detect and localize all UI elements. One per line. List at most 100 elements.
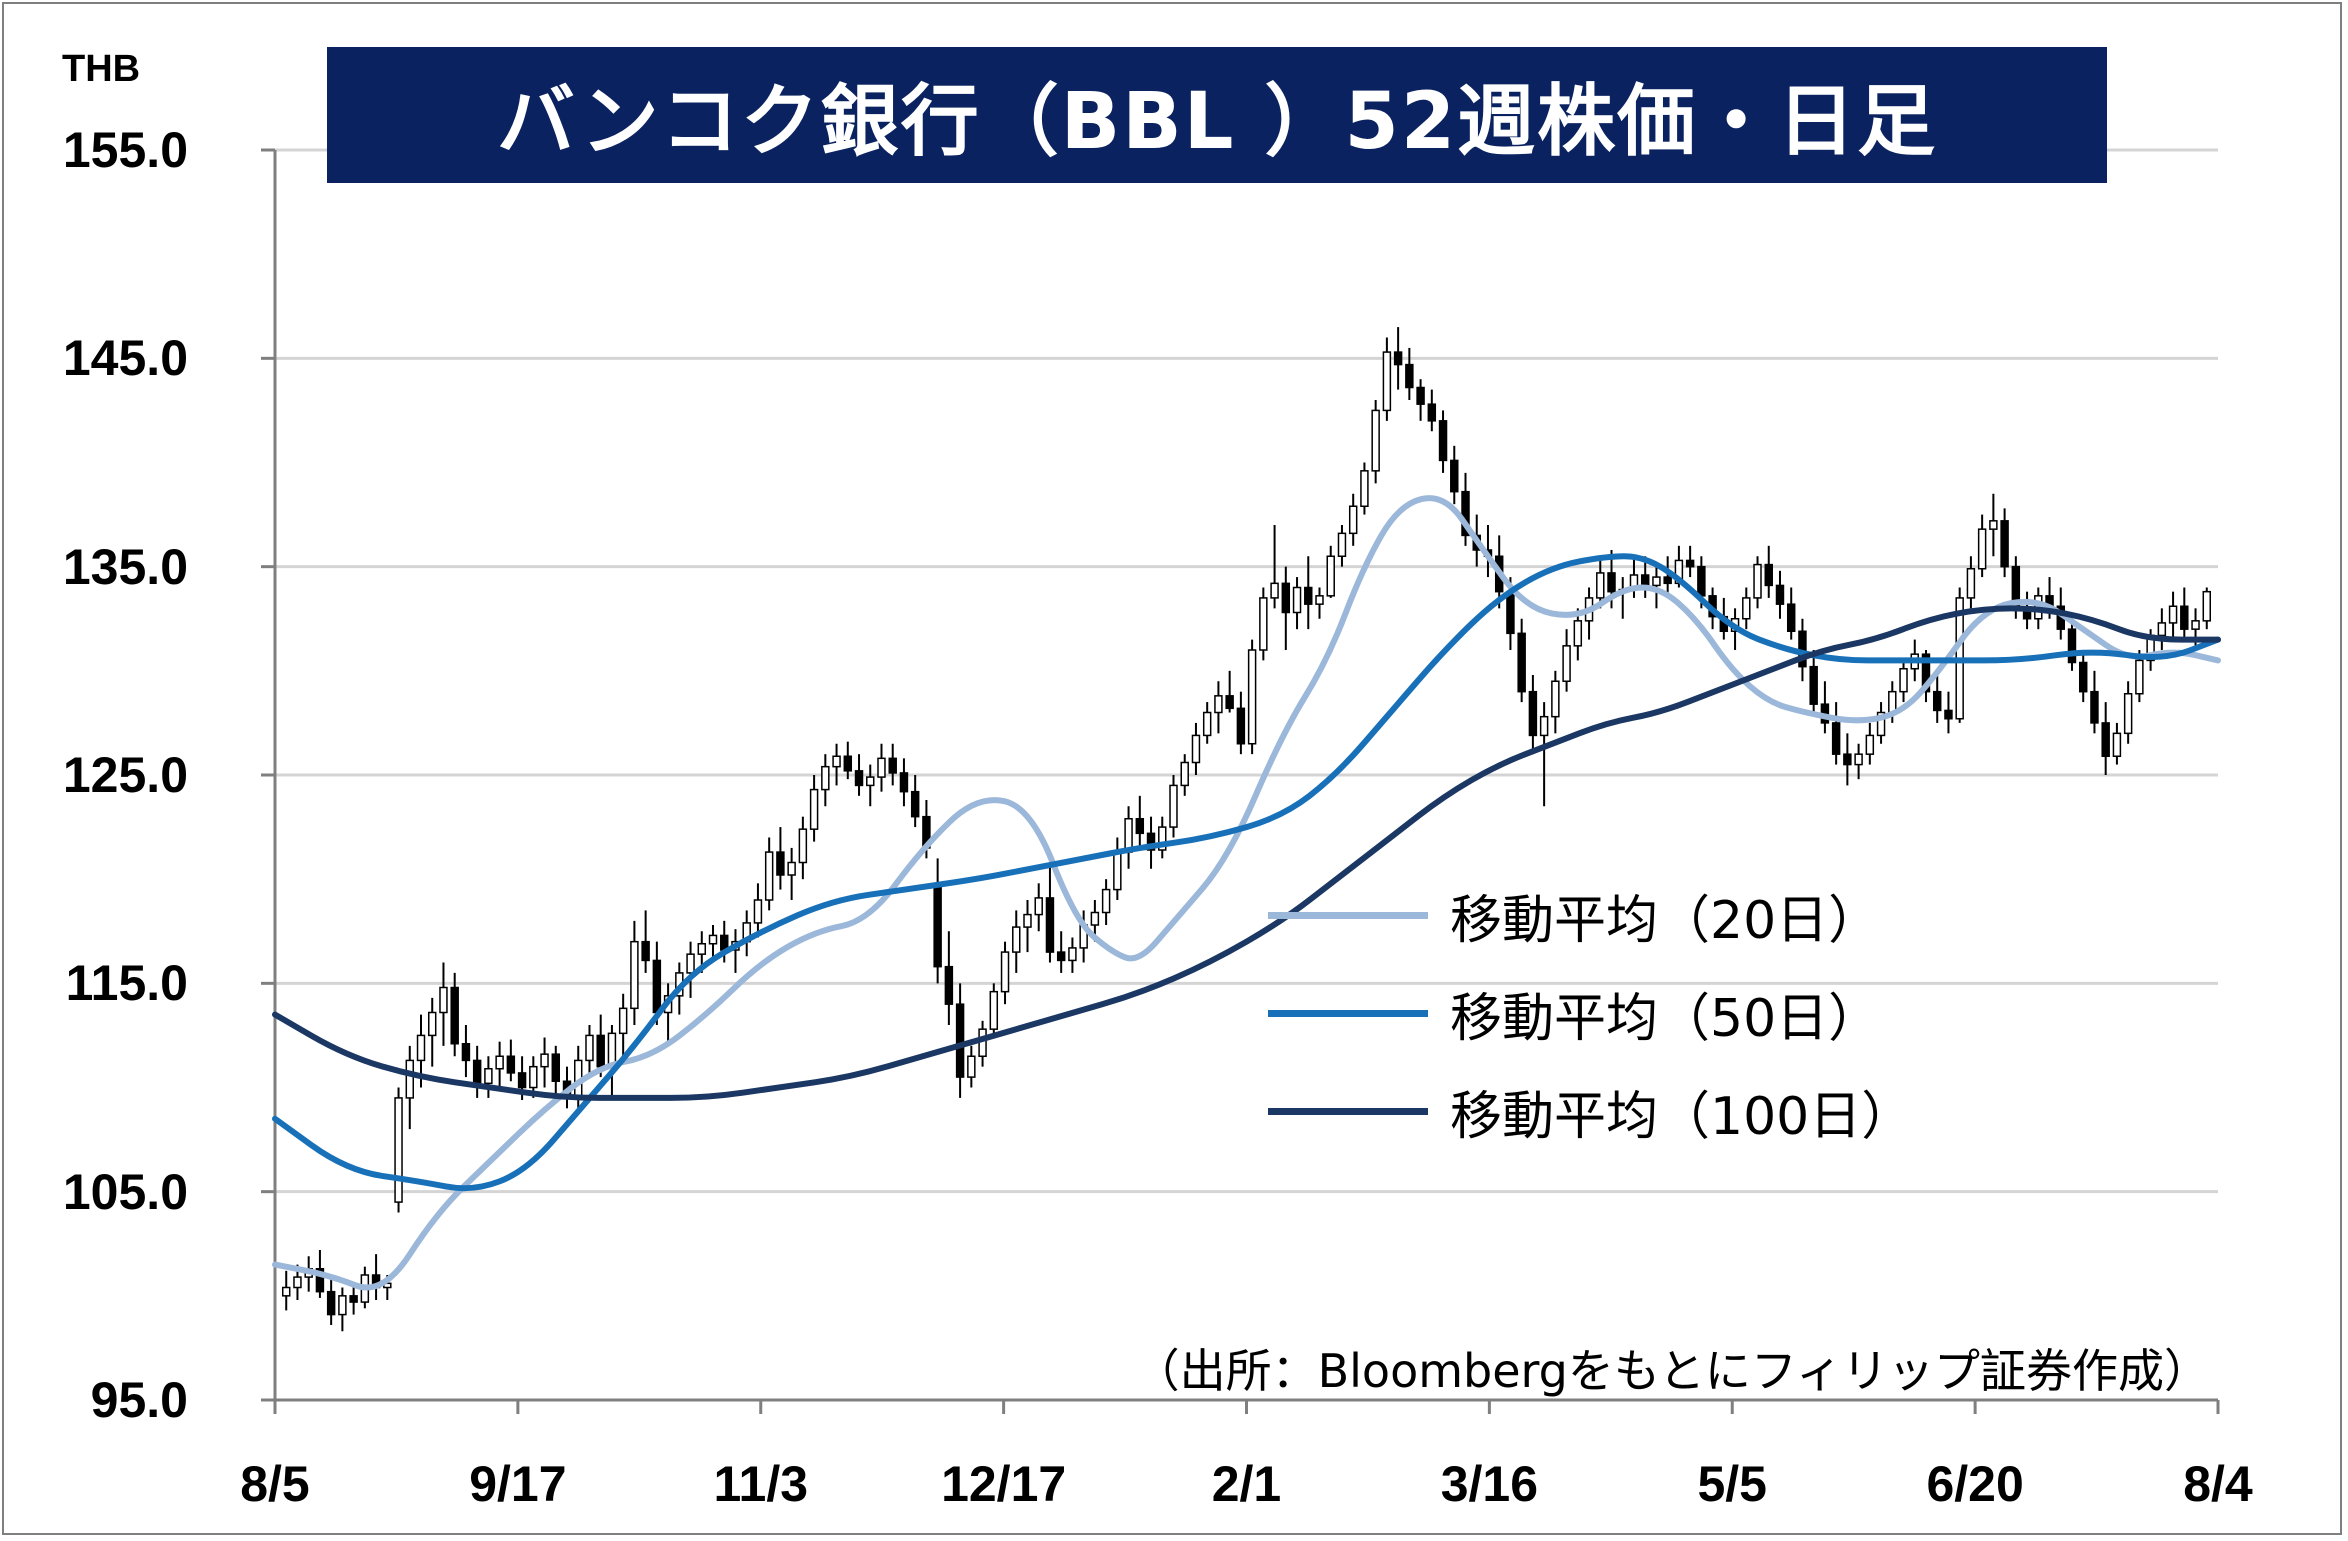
candle-body xyxy=(1068,947,1077,962)
candle-body xyxy=(1023,913,1032,928)
x-tick-label: 12/17 xyxy=(941,1456,1067,1512)
candle-body xyxy=(1573,620,1583,647)
candle-body xyxy=(1360,470,1369,508)
candle-body xyxy=(1371,409,1380,472)
legend-swatch-ma100 xyxy=(1268,1107,1428,1115)
y-axis-unit: THB xyxy=(62,48,141,90)
candle-body xyxy=(1843,753,1852,766)
candle-body xyxy=(652,959,662,1014)
candle-body xyxy=(1101,888,1111,914)
candle-body xyxy=(1461,490,1470,537)
candle-body xyxy=(315,1268,325,1293)
candle-body xyxy=(1012,926,1021,953)
chart-title: バンコク銀行（BBL ）52週株価・日足 xyxy=(496,77,1938,167)
y-tick-label: 105.0 xyxy=(62,1163,188,1220)
candle-body xyxy=(1854,753,1863,766)
x-tick-label: 3/16 xyxy=(1440,1456,1539,1512)
candle-body xyxy=(1416,386,1425,405)
candle-body xyxy=(1202,711,1212,737)
source-note: （出所：Bloombergをもとにフィリップ証券作成） xyxy=(1133,1344,2210,1398)
candle-body xyxy=(551,1053,561,1082)
legend-label-ma100: 移動平均（100日） xyxy=(1450,1086,1914,1147)
x-tick-label: 8/5 xyxy=(240,1456,310,1512)
candle-body xyxy=(1326,555,1335,597)
candle-body xyxy=(1225,695,1234,710)
legend-item-ma50: 移動平均（50日） xyxy=(1268,978,1881,1049)
candle-body xyxy=(1685,559,1695,568)
candle-body xyxy=(1247,649,1257,745)
candle-body xyxy=(1697,565,1706,597)
candle-body xyxy=(697,943,707,955)
candle-body xyxy=(1090,911,1100,926)
legend-label-ma50: 移動平均（50日） xyxy=(1450,988,1881,1049)
candle-body xyxy=(944,965,954,1005)
candle-body xyxy=(1607,572,1616,593)
candle-body xyxy=(854,770,864,787)
candle-body xyxy=(1932,690,1942,712)
candle-body xyxy=(967,1055,976,1078)
candle-body xyxy=(1742,597,1751,620)
candle-body xyxy=(1169,784,1178,828)
candle-body xyxy=(2202,590,2212,622)
candle-body xyxy=(776,851,785,876)
series-line xyxy=(272,553,2221,1192)
candle-body xyxy=(1944,709,1953,720)
candle-body xyxy=(1405,363,1414,389)
candle-body xyxy=(1034,897,1043,916)
candle-body xyxy=(1506,590,1515,635)
candle-body xyxy=(1562,645,1571,682)
candle-body xyxy=(1977,528,1987,570)
candle-body xyxy=(933,882,942,968)
candle-body xyxy=(2123,693,2133,735)
candle-body xyxy=(1652,576,1661,587)
candle-body xyxy=(2067,628,2077,664)
candle-body xyxy=(1045,897,1055,953)
candle-body xyxy=(394,1097,403,1203)
candle-body xyxy=(1281,582,1291,614)
candle-body xyxy=(281,1286,291,1297)
candle-body xyxy=(2135,659,2144,695)
candle-body xyxy=(450,986,459,1045)
y-tick-label: 95.0 xyxy=(90,1372,188,1428)
candle-body xyxy=(832,755,841,768)
series-line xyxy=(272,605,2221,1101)
candle-body xyxy=(495,1055,504,1070)
candle-body xyxy=(1640,574,1650,587)
candle-body xyxy=(326,1290,336,1316)
candle-body xyxy=(1450,459,1459,493)
moving-averages xyxy=(272,495,2221,1291)
axes xyxy=(261,148,2220,1414)
candle-body xyxy=(1753,563,1762,599)
candle-body xyxy=(472,1059,482,1085)
y-tick-label: 125.0 xyxy=(62,747,188,803)
candle-body xyxy=(2101,722,2110,758)
candle-body xyxy=(1304,586,1313,605)
candle-body xyxy=(349,1295,358,1303)
candle-body xyxy=(2191,620,2200,630)
x-tick-label: 2/1 xyxy=(1211,1456,1282,1512)
candle-body xyxy=(1528,690,1538,737)
candle-body xyxy=(1539,715,1549,737)
candle-body xyxy=(1259,597,1268,651)
candle-body xyxy=(540,1053,549,1068)
candle-body xyxy=(517,1072,527,1089)
candle-body xyxy=(821,765,830,791)
candle-body xyxy=(2000,520,2009,568)
legend-label-ma20: 移動平均（20日） xyxy=(1450,890,1881,951)
candle-body xyxy=(1865,734,1875,755)
candle-body xyxy=(955,1003,965,1078)
candle-body xyxy=(1158,826,1167,851)
x-tick-label: 9/17 xyxy=(469,1456,567,1512)
candle-body xyxy=(753,899,763,924)
legend-item-ma20: 移動平均（20日） xyxy=(1268,880,1881,951)
y-tick-label: 145.0 xyxy=(62,330,188,387)
candle-body xyxy=(764,851,774,901)
candle-body xyxy=(2078,661,2088,693)
candle-body xyxy=(2157,622,2167,637)
candle-body xyxy=(1775,584,1785,605)
candle-body xyxy=(843,755,853,772)
candle-body xyxy=(877,757,886,778)
candle-body xyxy=(1438,420,1448,462)
candle-body xyxy=(1921,653,1931,693)
candle-body xyxy=(686,953,695,974)
